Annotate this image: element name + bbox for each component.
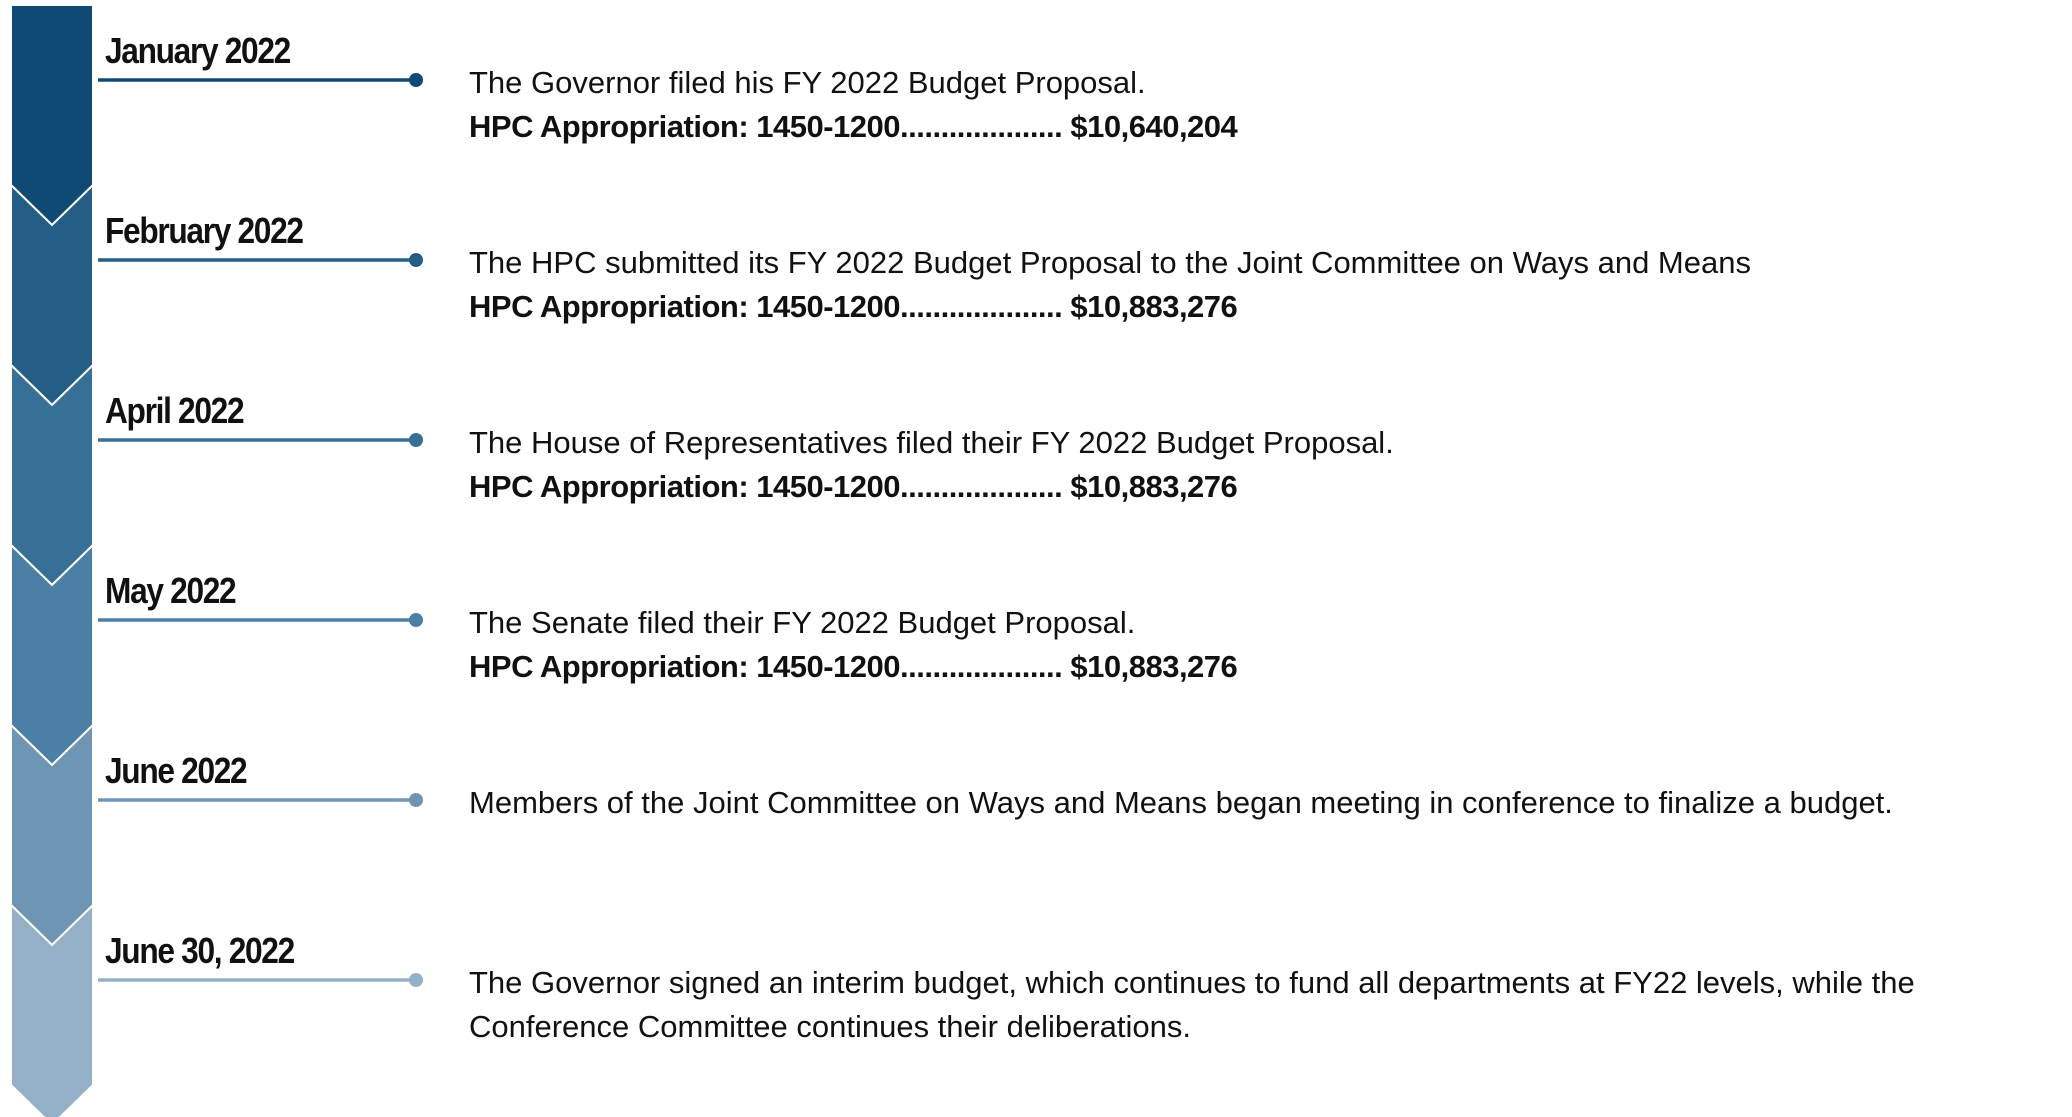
event-description: The Governor filed his FY 2022 Budget Pr… bbox=[469, 65, 1146, 100]
connector-dot bbox=[409, 793, 423, 807]
event-date: June 30, 2022 bbox=[105, 930, 295, 971]
event-description: The HPC submitted its FY 2022 Budget Pro… bbox=[469, 245, 1751, 280]
connector-dot bbox=[409, 433, 423, 447]
chevron-segment bbox=[10, 4, 94, 227]
chevron-segment bbox=[10, 902, 94, 1117]
event-text: The Senate filed their FY 2022 Budget Pr… bbox=[469, 601, 2069, 689]
event-description: The Governor signed an interim budget, w… bbox=[469, 965, 1915, 1044]
event-date: May 2022 bbox=[105, 570, 237, 611]
event-description: Members of the Joint Committee on Ways a… bbox=[469, 785, 1893, 820]
event-appropriation: HPC Appropriation: 1450-1200............… bbox=[469, 649, 1238, 684]
event-date: April 2022 bbox=[105, 390, 245, 431]
event-text: The House of Representatives filed their… bbox=[469, 421, 2069, 509]
connector-dot bbox=[409, 613, 423, 627]
event-date: February 2022 bbox=[105, 210, 304, 251]
event-appropriation: HPC Appropriation: 1450-1200............… bbox=[469, 109, 1238, 144]
event-description: The House of Representatives filed their… bbox=[469, 425, 1394, 460]
event-date: January 2022 bbox=[105, 30, 291, 71]
event-text: The Governor filed his FY 2022 Budget Pr… bbox=[469, 61, 2069, 149]
connector-dot bbox=[409, 253, 423, 267]
connector-dot bbox=[409, 973, 423, 987]
event-description: The Senate filed their FY 2022 Budget Pr… bbox=[469, 605, 1136, 640]
event-appropriation: HPC Appropriation: 1450-1200............… bbox=[469, 289, 1238, 324]
event-text: The Governor signed an interim budget, w… bbox=[469, 961, 2069, 1049]
event-text: Members of the Joint Committee on Ways a… bbox=[469, 781, 2069, 825]
event-appropriation: HPC Appropriation: 1450-1200............… bbox=[469, 469, 1238, 504]
event-text: The HPC submitted its FY 2022 Budget Pro… bbox=[469, 241, 2069, 329]
event-date: June 2022 bbox=[105, 750, 248, 791]
connector-dot bbox=[409, 73, 423, 87]
